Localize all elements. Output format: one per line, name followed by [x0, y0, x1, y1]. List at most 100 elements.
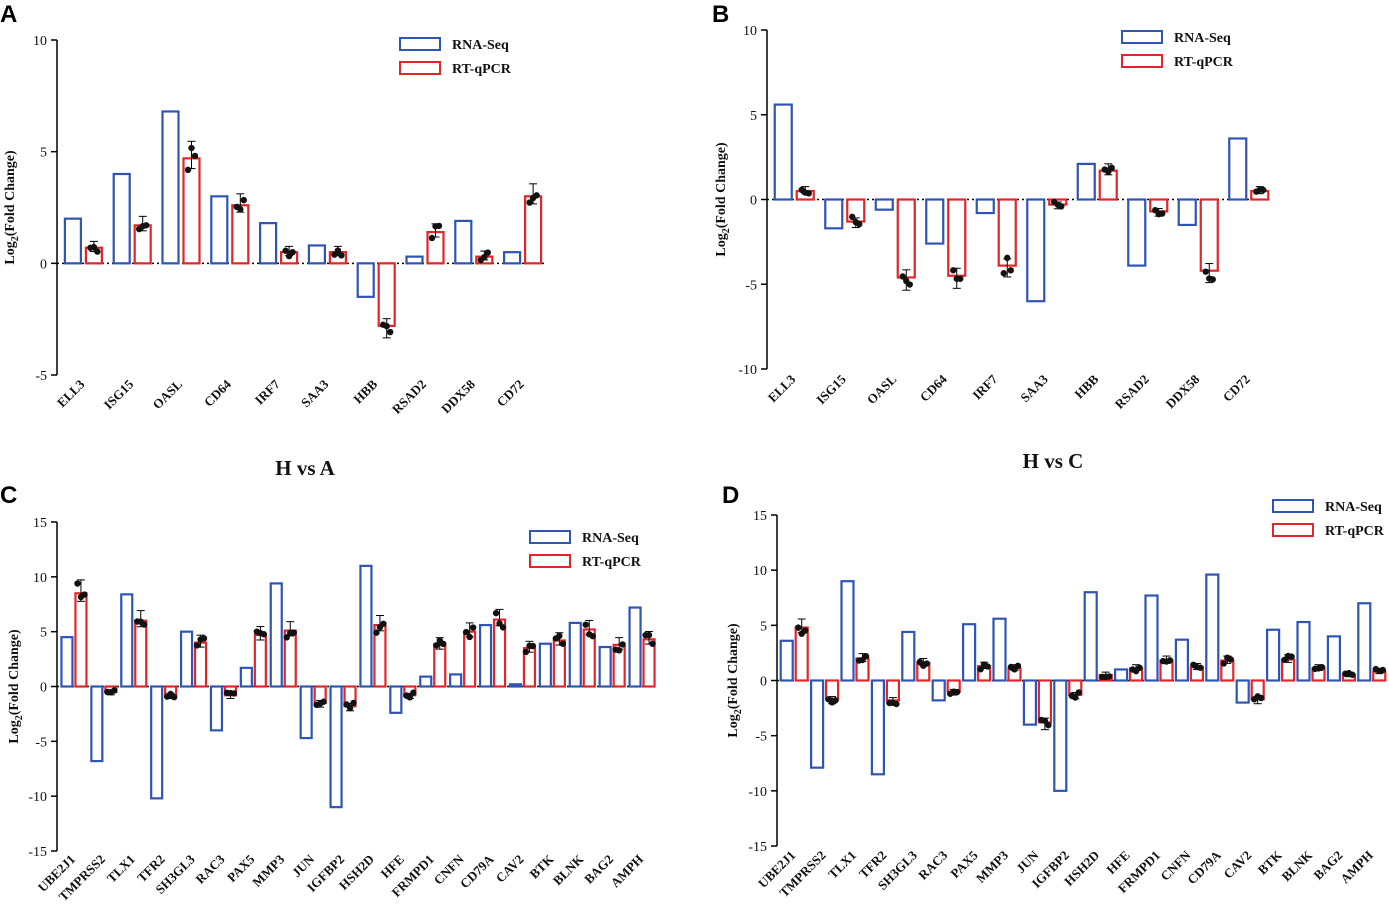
bar-rna-seq: [259, 222, 278, 265]
bar-rna-seq: [120, 593, 134, 688]
legend-label-rna-seq: RNA-Seq: [452, 38, 509, 53]
legend-label-rt-qpcr: RT-qPCR: [1174, 55, 1234, 70]
replicate-point: [802, 627, 809, 634]
y-tick-label: -10: [28, 790, 47, 805]
replicate-point: [533, 192, 540, 199]
bar-rna-seq: [1326, 635, 1342, 682]
bar-rna-seq: [389, 685, 403, 714]
replicate-point: [950, 267, 957, 274]
y-tick-label: 10: [33, 34, 47, 49]
replicate-point: [954, 688, 961, 696]
bar-rna-seq: [503, 251, 522, 265]
legend-label-rna-seq: RNA-Seq: [1325, 500, 1382, 515]
y-axis-label: Log2(Fold Change): [3, 150, 21, 265]
y-axis-label-rest: (Fold Change): [3, 150, 18, 236]
bar-rna-seq: [449, 673, 463, 688]
replicate-point: [649, 640, 656, 647]
bar-rna-seq: [90, 685, 104, 763]
x-tick-label: HBB: [350, 376, 380, 406]
replicate-point: [957, 275, 964, 282]
x-tick-label: SAA3: [298, 376, 332, 410]
replicate-point: [1007, 267, 1014, 274]
legend-swatch-rt-qpcr: [1272, 523, 1314, 537]
replicate-point: [526, 199, 533, 206]
x-tick-label: BLNK: [550, 851, 587, 888]
y-tick-label: -10: [738, 363, 757, 378]
panel-letter: A: [0, 1, 17, 28]
legend-swatch-rt-qpcr: [529, 554, 571, 568]
y-tick-label: -5: [755, 730, 767, 745]
replicate-point: [832, 697, 839, 704]
legend: RNA-Seq RT-qPCR: [1272, 499, 1385, 539]
bar-rt-qpcr: [523, 195, 543, 265]
x-tick-label: RSAD2: [1112, 372, 1152, 412]
replicate-point: [1197, 664, 1204, 671]
replicate-point: [1058, 203, 1065, 210]
bar-rna-seq: [210, 195, 229, 265]
bar-rt-qpcr: [134, 619, 148, 688]
replicate-point: [90, 243, 98, 251]
x-tick-label: RAC3: [192, 851, 227, 886]
legend-label-rt-qpcr: RT-qPCR: [1325, 524, 1385, 539]
legend-swatch-rna-seq: [399, 37, 441, 51]
bar-rt-qpcr: [433, 643, 447, 688]
legend-label-rna-seq: RNA-Seq: [582, 531, 639, 546]
replicate-point: [440, 640, 447, 648]
replicate-point: [499, 624, 507, 631]
replicate-point: [1379, 666, 1387, 674]
x-tick-label: TLX1: [825, 848, 859, 882]
bar-rna-seq: [454, 219, 473, 265]
replicate-point: [1072, 694, 1079, 701]
replicate-point: [346, 704, 354, 712]
bar-rna-seq: [419, 675, 433, 688]
replicate-point: [481, 253, 488, 261]
y-tick-label: 0: [40, 681, 47, 696]
legend-swatch-rt-qpcr: [1121, 54, 1163, 68]
bar-rna-seq: [508, 683, 523, 688]
y-tick-label: 0: [750, 194, 757, 209]
replicate-point: [1166, 657, 1174, 664]
replicate-point: [200, 635, 208, 642]
x-tick-label: CAV2: [1220, 848, 1254, 882]
replicate-point: [469, 624, 477, 631]
bar-rt-qpcr: [896, 198, 916, 279]
replicate-point: [94, 248, 101, 255]
y-tick-label: 10: [33, 571, 47, 586]
x-tick-label: ISG15: [813, 371, 849, 407]
y-tick-label: 0: [760, 675, 767, 690]
replicate-point: [188, 144, 195, 152]
replicate-point: [484, 249, 491, 256]
replicate-point: [433, 642, 440, 649]
replicate-point: [230, 690, 238, 697]
replicate-point: [1318, 663, 1326, 671]
y-tick-label: -5: [35, 735, 47, 750]
replicate-point: [141, 621, 148, 628]
x-tick-label: ISG15: [101, 376, 137, 412]
x-tick-label: ELL3: [54, 376, 88, 410]
bar-rna-seq: [1177, 198, 1197, 227]
y-tick-label: 15: [33, 516, 47, 531]
replicate-point: [373, 629, 380, 636]
panel-a: A -5 0 5 10 Log2(Fold Change) ELL3 ISG15 OASL CD6…: [0, 1, 545, 480]
x-tick-label: BLNK: [1278, 847, 1315, 884]
replicate-point: [170, 693, 178, 701]
replicate-point: [289, 248, 296, 256]
bar-rna-seq: [598, 645, 612, 688]
replicate-point: [1258, 694, 1265, 702]
replicate-point: [1227, 656, 1235, 663]
legend-label-rna-seq: RNA-Seq: [1174, 31, 1231, 46]
bar-rna-seq: [299, 685, 313, 740]
replicate-point: [1106, 673, 1113, 680]
replicate-point: [383, 322, 390, 330]
bar-rt-qpcr: [1037, 679, 1053, 724]
panel-letter: D: [722, 482, 739, 509]
replicate-point: [899, 273, 906, 280]
replicate-point: [282, 247, 289, 254]
replicate-point: [81, 591, 88, 598]
bar-rna-seq: [975, 198, 995, 215]
bar-rna-seq: [60, 636, 74, 688]
bar-rna-seq: [779, 639, 794, 682]
x-tick-label: TLX1: [104, 852, 138, 886]
replicate-point: [283, 634, 290, 641]
